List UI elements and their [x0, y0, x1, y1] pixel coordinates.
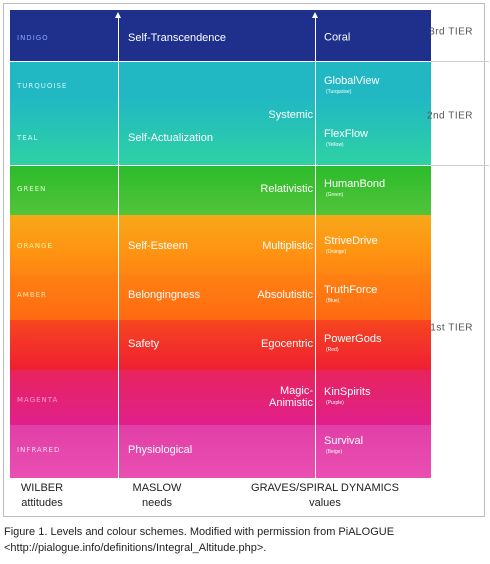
level-label-orange: ORANGE [17, 242, 53, 250]
graves-egocentric: Egocentric [261, 338, 313, 350]
maslow-axis-arrow [115, 12, 121, 18]
band-magenta [10, 370, 431, 425]
spiral-value-name: GlobalView [324, 75, 380, 87]
tier-label-2nd: 2nd TIER [426, 110, 473, 122]
spiral-strivedrive: StriveDrive (Orange) [324, 236, 378, 258]
level-label-amber: AMBER [17, 291, 47, 299]
tier-label-3rd: 3rd TIER [429, 26, 473, 38]
band-turquoise-teal [10, 61, 431, 165]
level-label-teal: TEAL [17, 134, 39, 142]
maslow-need-self-esteem: Self-Esteem [128, 240, 188, 252]
maslow-need-belongingness: Belongingness [128, 289, 201, 301]
spiral-value-colour: (Red) [326, 347, 339, 353]
level-label-infrared: INFRARED [17, 446, 61, 454]
level-label-turquoise: TURQUOISE [17, 82, 68, 90]
spiral-axis-line [315, 16, 316, 478]
spiral-value-colour: (Beige) [326, 449, 343, 455]
graves-magic-animistic: Magic- Animistic [268, 385, 313, 409]
level-label-magenta: MAGENTA [17, 396, 59, 404]
tier-line-2nd [431, 165, 489, 166]
band-infrared [10, 425, 431, 478]
spiral-value-colour: (Green) [326, 192, 344, 198]
spiral-powergods: PowerGods (Red) [324, 334, 381, 356]
spiral-value-name: StriveDrive [324, 235, 378, 247]
spiral-axis-arrow [312, 12, 318, 18]
spiral-value-colour: (Orange) [326, 249, 347, 255]
band-indigo [10, 10, 431, 61]
graves-absolutistic: Absolutistic [257, 289, 313, 301]
level-label-indigo: INDIGO [17, 34, 49, 42]
band-green [10, 165, 431, 215]
tier-divider-3rd-2nd [10, 61, 431, 62]
levels-chart: INDIGO TURQUOISE TEAL GREEN ORANGE AMBER… [10, 10, 431, 478]
spiral-value-colour: (Blue) [326, 298, 340, 304]
spiral-value-name: PowerGods [324, 333, 382, 345]
spiral-value-name: FlexFlow [324, 128, 369, 140]
spiral-value-name: Coral [324, 31, 351, 44]
band-red [10, 320, 431, 370]
spiral-survival: Survival (Beige) [324, 436, 363, 458]
spiral-value-name: HumanBond [324, 178, 386, 190]
band-amber [10, 275, 431, 320]
spiral-value-name: Survival [324, 435, 364, 447]
maslow-need-physiological: Physiological [128, 444, 193, 456]
spiral-value-name: TruthForce [324, 284, 378, 296]
figure-frame: INDIGO TURQUOISE TEAL GREEN ORANGE AMBER… [3, 3, 489, 517]
column-header-graves: GRAVES/SPIRAL DYNAMICS values [251, 482, 399, 509]
graves-multiplistic: Multiplistic [262, 240, 313, 252]
level-label-green: GREEN [17, 185, 47, 193]
spiral-truthforce: TruthForce (Blue) [324, 285, 377, 307]
spiral-coral: Coral [324, 31, 351, 44]
spiral-humanbond: HumanBond (Green) [324, 179, 385, 201]
graves-systemic: Systemic [268, 109, 313, 121]
maslow-need-self-transcendence: Self-Transcendence [128, 32, 227, 44]
spiral-flexflow: FlexFlow (Yellow) [324, 129, 368, 151]
spiral-value-colour: (Turquoise) [326, 89, 352, 95]
tier-divider-2nd-1st [10, 165, 431, 166]
band-orange [10, 215, 431, 275]
tier-label-1st: 1st TIER [430, 322, 473, 334]
spiral-value-colour: (Purple) [326, 400, 344, 406]
graves-relativistic: Relativistic [260, 183, 313, 195]
spiral-globalview: GlobalView (Turquoise) [324, 76, 379, 98]
spiral-value-name: KinSpirits [324, 386, 371, 398]
spiral-value-colour: (Yellow) [326, 142, 344, 148]
spiral-kinspirits: KinSpirits (Purple) [324, 387, 370, 409]
column-header-wilber: WILBER attitudes [20, 482, 64, 509]
maslow-axis-line [118, 16, 119, 478]
maslow-need-safety: Safety [128, 338, 160, 350]
maslow-need-self-actualization: Self-Actualization [128, 132, 213, 144]
level-label-red: RED [17, 340, 35, 348]
column-header-maslow: MASLOW needs [132, 482, 182, 509]
tier-line-3rd [431, 61, 489, 62]
figure-caption: Figure 1. Levels and colour schemes. Mod… [4, 526, 395, 554]
